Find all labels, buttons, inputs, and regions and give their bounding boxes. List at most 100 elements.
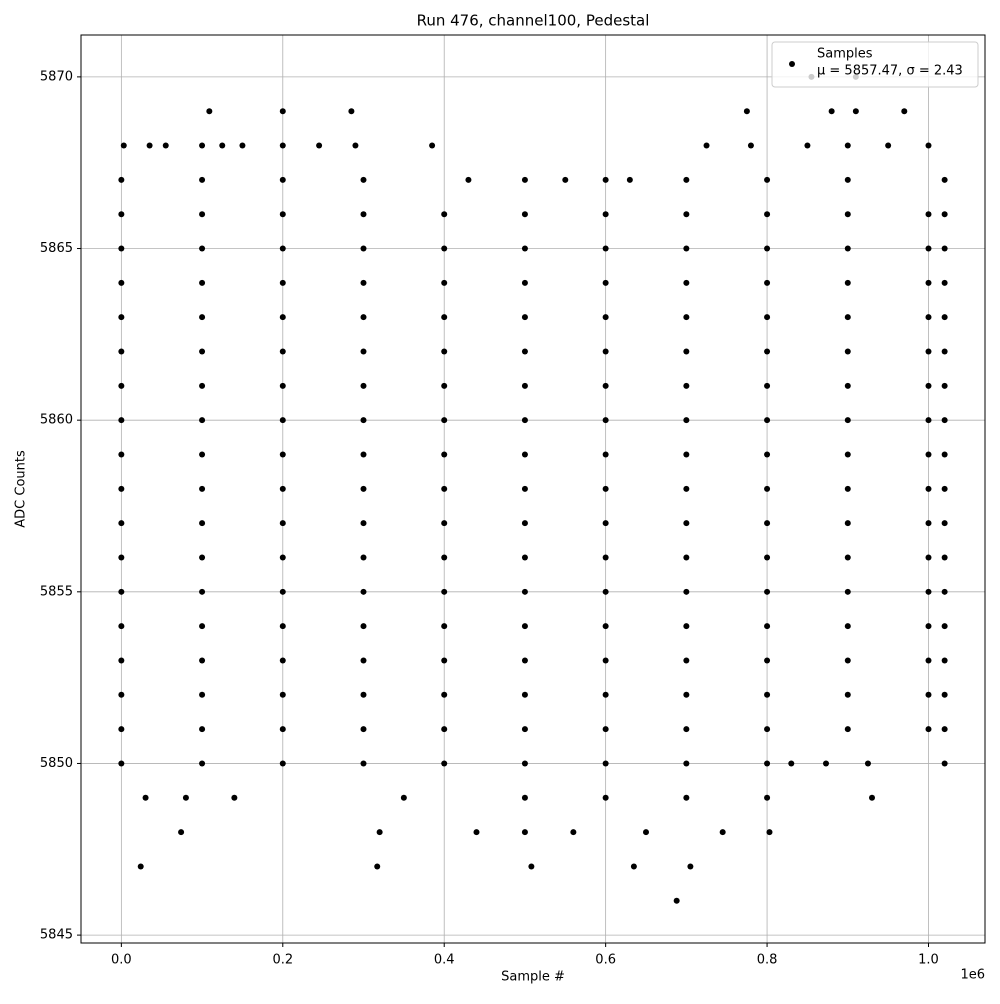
point (764, 623, 771, 630)
point (602, 348, 609, 355)
point (925, 623, 932, 630)
point (360, 382, 367, 389)
point (199, 760, 206, 767)
point (941, 245, 948, 252)
point (844, 348, 851, 355)
point (360, 314, 367, 321)
point (118, 760, 125, 767)
point (764, 451, 771, 458)
legend: Samples μ = 5857.47, σ = 2.43 (771, 41, 979, 88)
point (199, 279, 206, 286)
point (279, 657, 286, 664)
point (360, 176, 367, 183)
point (683, 588, 690, 595)
point (570, 829, 577, 836)
point (521, 623, 528, 630)
point (199, 485, 206, 492)
point (864, 760, 871, 767)
point (683, 657, 690, 664)
point (630, 863, 637, 870)
point (360, 760, 367, 767)
point (279, 554, 286, 561)
point (764, 176, 771, 183)
point (683, 382, 690, 389)
y-tick-label: 5845 (40, 928, 73, 943)
point (764, 657, 771, 664)
point (764, 211, 771, 218)
point (602, 657, 609, 664)
point (764, 520, 771, 527)
point (429, 142, 436, 149)
point (521, 760, 528, 767)
point (118, 691, 125, 698)
point (844, 726, 851, 733)
point (747, 142, 754, 149)
point (376, 829, 383, 836)
point (239, 142, 246, 149)
point (719, 829, 726, 836)
point (941, 554, 948, 561)
point (360, 554, 367, 561)
point (118, 245, 125, 252)
point (521, 382, 528, 389)
point (683, 623, 690, 630)
point (521, 279, 528, 286)
point (441, 245, 448, 252)
point (941, 314, 948, 321)
point (844, 520, 851, 527)
point (360, 657, 367, 664)
point (279, 520, 286, 527)
point (562, 176, 569, 183)
x-tick-label: 1.0 (918, 953, 939, 968)
point (844, 142, 851, 149)
point (844, 176, 851, 183)
point (279, 211, 286, 218)
point (279, 726, 286, 733)
point (683, 348, 690, 355)
point (683, 485, 690, 492)
x-tick-label: 0.4 (434, 953, 455, 968)
point (804, 142, 811, 149)
point (869, 794, 875, 801)
point (118, 623, 125, 630)
x-tick-label: 0.8 (757, 953, 778, 968)
point (118, 417, 125, 424)
point (178, 829, 185, 836)
point (279, 451, 286, 458)
point (844, 245, 851, 252)
point (602, 554, 609, 561)
point (441, 279, 448, 286)
point (844, 623, 851, 630)
point (941, 176, 948, 183)
x-axis-label: Sample # (501, 970, 565, 985)
point (844, 554, 851, 561)
point (521, 176, 528, 183)
plot-frame (80, 34, 986, 944)
point (602, 382, 609, 389)
point (118, 279, 125, 286)
point (360, 588, 367, 595)
point (137, 863, 144, 870)
point (925, 314, 932, 321)
point (521, 348, 528, 355)
point (199, 726, 206, 733)
point (182, 794, 189, 801)
point (360, 245, 367, 252)
point (844, 485, 851, 492)
point (521, 726, 528, 733)
point (199, 554, 206, 561)
point (279, 108, 286, 115)
point (521, 657, 528, 664)
point (683, 279, 690, 286)
point (941, 279, 948, 286)
point (941, 520, 948, 527)
point (360, 348, 367, 355)
point (279, 348, 286, 355)
y-tick-label: 5870 (40, 69, 73, 84)
point (162, 142, 169, 149)
point (885, 142, 892, 149)
point (521, 314, 528, 321)
point (118, 520, 125, 527)
